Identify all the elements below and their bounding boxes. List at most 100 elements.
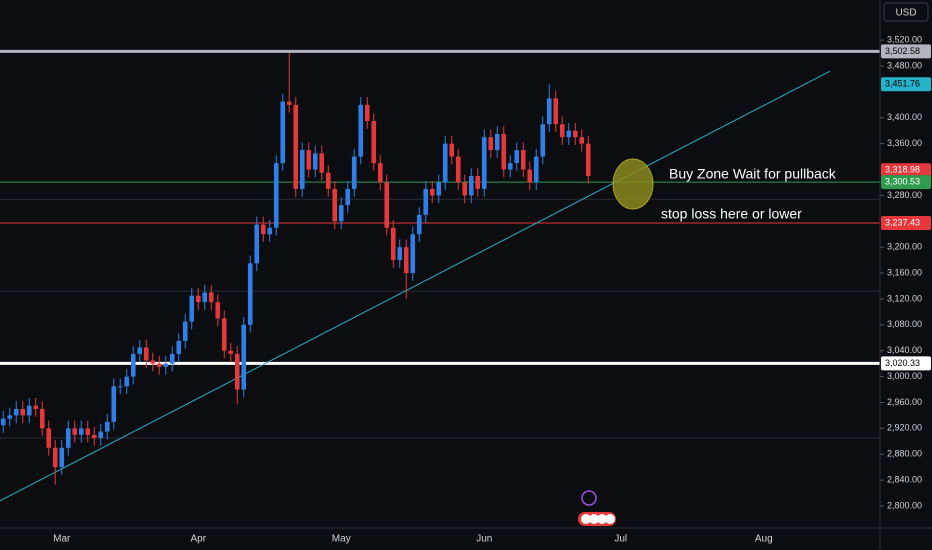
candle-body — [176, 341, 182, 354]
price-tag — [881, 215, 931, 230]
candle-body — [195, 295, 201, 303]
candle-body — [488, 137, 494, 151]
candle-body — [312, 153, 318, 170]
x-tick-label: Jul — [614, 534, 627, 545]
candle-body — [371, 121, 377, 164]
candle-body — [566, 130, 572, 138]
candle-body — [416, 214, 422, 235]
trendline — [0, 70, 831, 502]
candle-body — [286, 101, 292, 105]
candle-body — [59, 447, 65, 468]
candle-body — [85, 428, 91, 435]
y-tick-label: 3,520.00 — [887, 34, 922, 44]
candle-body — [254, 224, 260, 264]
candle-body — [397, 247, 403, 261]
candle-body — [436, 182, 442, 196]
candle-body — [78, 428, 84, 435]
candle-body — [65, 428, 71, 448]
candle-body — [306, 150, 312, 170]
candle-body — [377, 163, 383, 183]
price-tag-label: 3,318.98 — [885, 165, 920, 175]
candle-body — [72, 428, 78, 435]
y-tick-label: 3,160.00 — [887, 267, 922, 277]
currency[interactable]: USD — [895, 8, 916, 19]
candle-body — [579, 137, 585, 144]
candle-body — [260, 224, 266, 235]
candle-body — [163, 363, 169, 367]
candle-body — [280, 101, 286, 164]
event-icon — [597, 514, 607, 524]
candle-body — [52, 447, 58, 468]
y-tick-label: 3,480.00 — [887, 60, 922, 70]
y-tick-label: 3,040.00 — [887, 345, 922, 355]
event-icon[interactable] — [581, 490, 597, 506]
price-tag — [881, 175, 931, 190]
y-tick-label: 2,840.00 — [887, 474, 922, 484]
candle-body — [533, 156, 539, 183]
candle-body — [241, 324, 247, 390]
candle-body — [208, 292, 214, 303]
candle-body — [527, 169, 533, 183]
plot-area — [0, 49, 880, 502]
candle-body — [390, 227, 396, 261]
price-tag-label: 3,020.33 — [885, 358, 920, 368]
candle-body — [293, 104, 299, 189]
candle-body — [91, 434, 97, 439]
price-tag — [881, 77, 931, 92]
candle-body — [247, 263, 253, 325]
price-tag-label: 3,300.53 — [885, 177, 920, 187]
x-tick-label: Mar — [53, 534, 71, 545]
y-tick-label: 3,400.00 — [887, 112, 922, 122]
candle-body — [540, 124, 546, 157]
candle-body — [325, 172, 331, 189]
candle-body — [514, 150, 520, 164]
candle-body — [546, 98, 552, 125]
candle-body — [215, 302, 221, 319]
candle-body — [338, 205, 344, 222]
x-tick-label: May — [332, 534, 351, 545]
candle-body — [228, 350, 234, 354]
candle-body — [494, 133, 500, 151]
candle-body — [319, 153, 325, 173]
y-tick-label: 3,000.00 — [887, 371, 922, 381]
y-tick-label: 3,120.00 — [887, 293, 922, 303]
candle-body — [98, 431, 104, 439]
candle-body — [20, 408, 26, 416]
candle-body — [143, 347, 149, 361]
candle-body — [130, 353, 136, 377]
candle-body — [273, 163, 279, 228]
y-tick-label: 2,920.00 — [887, 423, 922, 433]
candle-body — [462, 182, 468, 196]
candle-body — [345, 188, 351, 206]
candle-body — [137, 347, 143, 354]
candle-body — [7, 415, 13, 419]
candle-body — [410, 234, 416, 274]
candle-body — [442, 143, 448, 183]
candle-body — [364, 104, 370, 121]
annotation: stop loss here or lower — [661, 206, 802, 222]
candle-body — [33, 405, 39, 409]
candle-body — [572, 130, 578, 138]
candle-body — [104, 421, 110, 432]
candle-body — [0, 418, 6, 426]
candle-body — [423, 188, 429, 215]
candle-body — [26, 405, 32, 416]
y-tick-label: 3,080.00 — [887, 319, 922, 329]
y-tick-label: 2,800.00 — [887, 500, 922, 510]
candle-body — [351, 156, 357, 189]
price-tag — [881, 356, 931, 371]
candle-body — [299, 150, 305, 189]
x-tick-label: Aug — [755, 534, 773, 545]
x-tick-label: Jun — [476, 534, 492, 545]
event-icon — [589, 514, 599, 524]
currency-box[interactable] — [883, 2, 929, 22]
candle-body — [332, 188, 338, 222]
event-icon — [605, 514, 615, 524]
candle-body — [429, 188, 435, 196]
candle-body — [234, 353, 240, 390]
candle-body — [117, 386, 123, 388]
candle-body — [403, 247, 409, 274]
candle-body — [475, 176, 481, 189]
